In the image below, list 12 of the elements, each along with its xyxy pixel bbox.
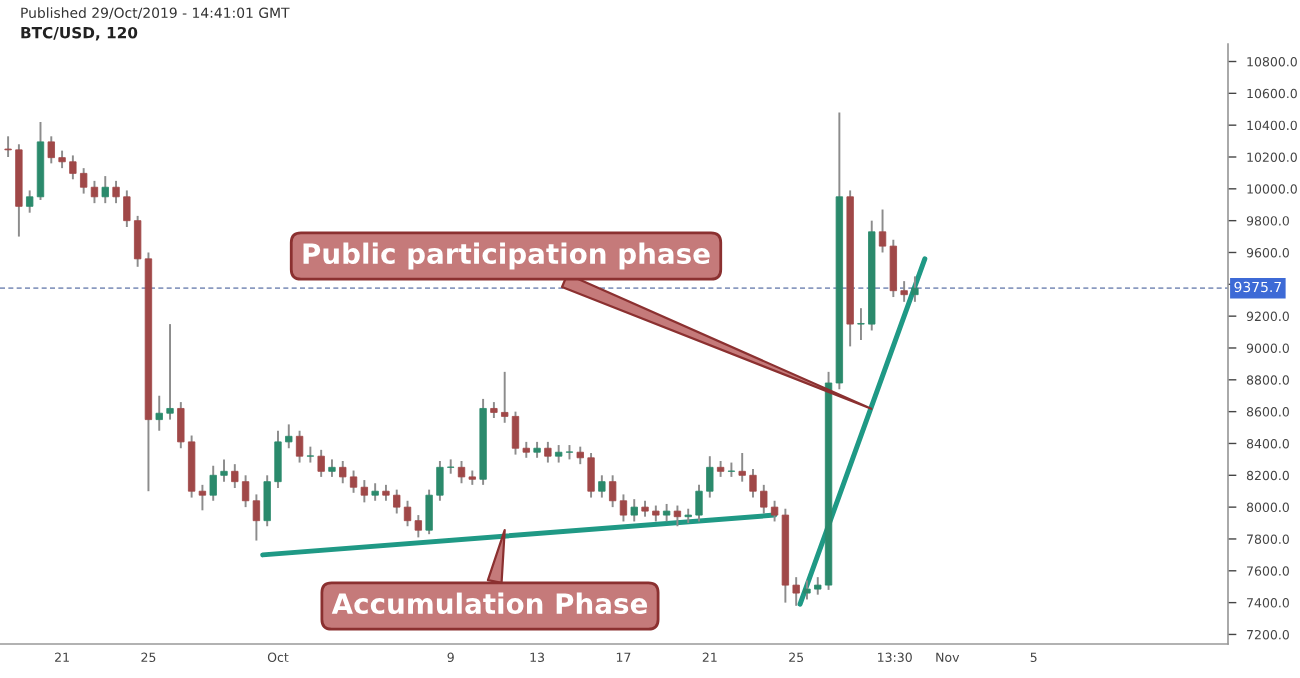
candlestick [544, 440, 552, 464]
candlestick [306, 445, 315, 464]
candlestick [101, 175, 109, 205]
candlestick [630, 498, 638, 523]
candlestick [673, 504, 682, 528]
annotation: Accumulation Phase [331, 592, 648, 615]
candlestick [911, 275, 919, 303]
candlestick [598, 474, 606, 499]
annotation: Public participation phase [303, 242, 710, 270]
candlestick [295, 429, 304, 464]
candlestick [317, 448, 325, 478]
candlestick [252, 493, 261, 542]
